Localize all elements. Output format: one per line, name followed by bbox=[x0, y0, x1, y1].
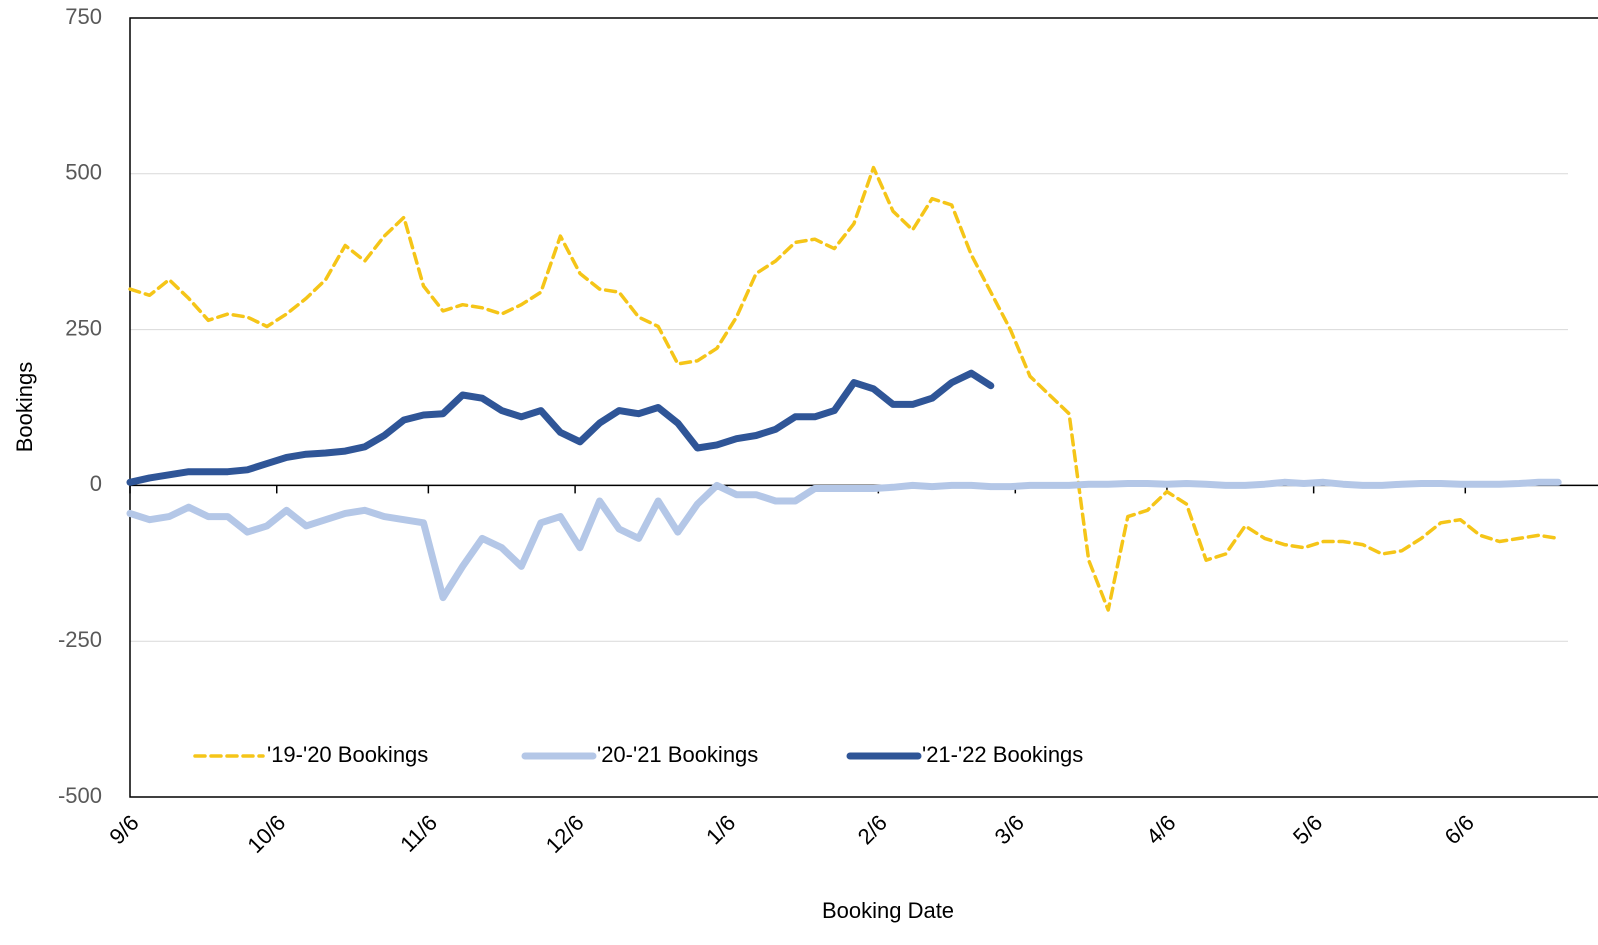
series-line bbox=[126, 478, 1562, 602]
y-tick-label: -250 bbox=[58, 627, 102, 652]
x-axis-title: Booking Date bbox=[822, 898, 954, 923]
x-tick-label: 9/6 bbox=[104, 810, 143, 849]
series-line bbox=[128, 165, 1560, 612]
series-line bbox=[126, 369, 995, 486]
x-tick-label: 3/6 bbox=[990, 810, 1029, 849]
x-tick-label: 4/6 bbox=[1141, 810, 1180, 849]
y-tick-label: -500 bbox=[58, 783, 102, 808]
x-tick-label: 1/6 bbox=[701, 810, 740, 849]
y-tick-label: 0 bbox=[90, 471, 102, 496]
y-tick-label: 500 bbox=[65, 160, 102, 185]
x-tick-label: 6/6 bbox=[1440, 810, 1479, 849]
legend-label: '19-'20 Bookings bbox=[267, 742, 428, 767]
y-tick-label: 750 bbox=[65, 4, 102, 29]
plot-border bbox=[129, 17, 1598, 798]
y-tick-label: 250 bbox=[65, 315, 102, 340]
x-tick-label: 5/6 bbox=[1288, 810, 1327, 849]
x-tick-label: 12/6 bbox=[541, 810, 589, 858]
y-axis-title: Bookings bbox=[12, 362, 37, 453]
x-tick-label: 2/6 bbox=[853, 810, 892, 849]
legend-label: '20-'21 Bookings bbox=[597, 742, 758, 767]
legend-label: '21-'22 Bookings bbox=[922, 742, 1083, 767]
x-tick-label: 11/6 bbox=[395, 810, 442, 857]
x-tick-label: 10/6 bbox=[242, 810, 290, 858]
